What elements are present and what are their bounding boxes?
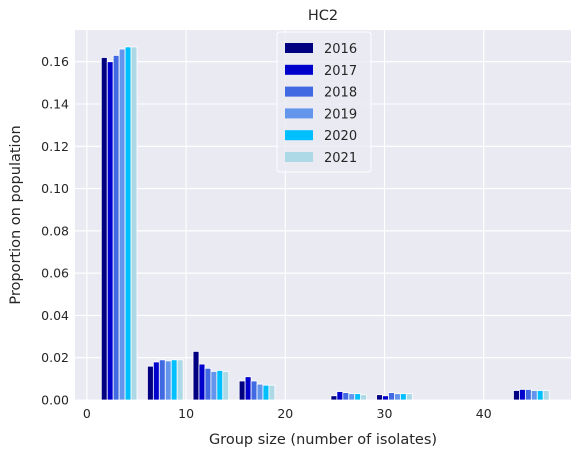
bar-2016 [330, 395, 338, 401]
y-tick-label: 0.02 [41, 350, 69, 365]
bar-2017 [106, 61, 114, 401]
bar-2020 [354, 393, 362, 401]
legend-swatch-2020 [285, 130, 313, 141]
y-tick-label: 0.14 [41, 97, 69, 112]
x-tick-labels: 0 10 20 30 40 [83, 406, 492, 421]
bar-2020 [124, 46, 132, 401]
legend-swatch-2019 [285, 108, 313, 119]
bar-2019 [394, 393, 401, 401]
y-tick-label: 0.16 [41, 54, 69, 69]
x-axis-label: Group size (number of isolates) [209, 432, 437, 448]
bar-2018 [388, 392, 395, 401]
y-tick-label: 0.00 [41, 393, 69, 408]
bar-2018 [112, 54, 120, 401]
x-tick-label: 10 [178, 406, 194, 421]
bar-2020 [170, 359, 178, 401]
bar-2018 [524, 389, 532, 401]
bar-2016 [513, 390, 520, 401]
bar-2021 [268, 384, 276, 401]
y-tick-label: 0.10 [41, 181, 69, 196]
bar-2019 [530, 390, 538, 401]
legend-label-2020: 2020 [324, 129, 357, 144]
bar-2016 [100, 57, 108, 401]
bar-2017 [198, 363, 206, 401]
bar-2021 [176, 359, 184, 401]
bar-2018 [158, 359, 166, 401]
bar-2020 [262, 384, 270, 401]
bar-2016 [238, 380, 246, 401]
bar-2017 [336, 391, 344, 401]
bar-2017 [152, 361, 160, 401]
bar-2016 [192, 350, 200, 401]
bar-2020 [216, 369, 224, 401]
bar-2021 [222, 371, 230, 401]
bar-2017 [244, 376, 252, 401]
legend: 2016 2017 2018 2019 2020 2021 [276, 31, 372, 173]
y-tick-label: 0.06 [41, 266, 69, 281]
bar-2018 [204, 367, 212, 401]
bar-2021 [542, 390, 550, 401]
legend-label-2021: 2021 [324, 151, 357, 166]
bar-2020 [536, 390, 544, 401]
bar-2019 [118, 48, 126, 401]
chart-title: HC2 [308, 8, 338, 24]
x-tick-label: 40 [476, 406, 492, 421]
bar-2019 [210, 371, 218, 401]
bar-2019 [348, 393, 356, 401]
y-tick-label: 0.04 [41, 308, 69, 323]
x-tick-label: 30 [377, 406, 393, 421]
bar-2018 [250, 380, 258, 401]
legend-label-2018: 2018 [324, 86, 357, 101]
legend-swatch-2017 [285, 64, 313, 75]
bar-2021 [360, 394, 368, 401]
x-tick-label: 20 [277, 406, 293, 421]
bar-2017 [519, 389, 526, 401]
y-tick-label: 0.12 [41, 139, 69, 154]
bar-2019 [256, 383, 264, 401]
bar-2018 [342, 392, 350, 401]
x-tick-label: 0 [83, 406, 91, 421]
bar-2019 [164, 360, 172, 401]
legend-swatch-2018 [285, 86, 313, 97]
bar-2016 [147, 365, 154, 401]
legend-swatch-2016 [285, 43, 313, 53]
y-tick-labels: 0.00 0.02 0.04 0.06 0.08 0.10 0.12 0.14 0.16 [41, 54, 69, 407]
y-axis-label: Proportion on population [8, 125, 24, 304]
legend-label-2019: 2019 [324, 107, 357, 122]
bar-2021 [130, 46, 138, 401]
legend-label-2017: 2017 [324, 64, 357, 79]
bar-2017 [382, 395, 389, 401]
bar-2020 [399, 393, 407, 401]
legend-swatch-2021 [285, 152, 313, 162]
y-tick-label: 0.08 [41, 223, 69, 238]
legend-label-2016: 2016 [324, 42, 357, 57]
bar-2021 [405, 393, 413, 401]
grid [75, 30, 571, 401]
bar-2016 [376, 394, 383, 401]
bars [100, 46, 550, 401]
